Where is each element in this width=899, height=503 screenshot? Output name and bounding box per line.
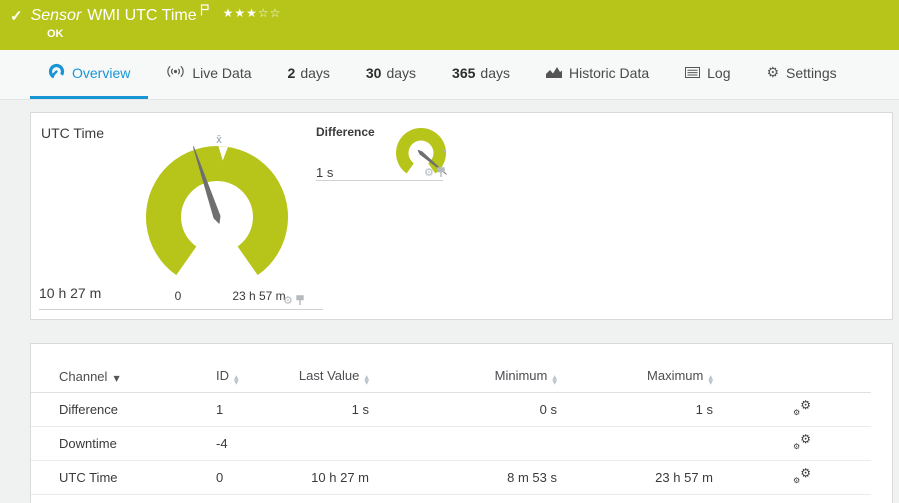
gauge-settings-gear-icon[interactable]: ⚙ [424,166,434,179]
column-header-actions [733,344,871,393]
cell-last-value: 10 h 27 m [289,460,389,495]
column-header-last-value[interactable]: Last Value ▲ ▼ [289,344,389,393]
cell-channel: UTC Time [31,460,191,495]
tab-label: Log [707,65,731,81]
table-row[interactable]: Difference 1 1 s 0 s 1 s ⚙ ⚙ [31,392,871,427]
log-icon [685,65,701,81]
sensor-title: WMI UTC Time [87,7,197,24]
tab-label: days [300,65,330,81]
sort-icon: ▲ ▼ [708,374,713,386]
mean-dot [443,149,447,153]
gauge-title-difference: Difference [316,125,375,139]
cell-maximum [577,426,733,461]
gauge-pin-icon[interactable] [296,295,304,306]
tab-label: Overview [72,65,131,81]
tab-label: Historic Data [568,65,650,81]
column-label: Maximum [647,368,704,383]
column-header-id[interactable]: ID ▲ ▼ [191,344,289,393]
sort-icon: ▲ ▼ [234,374,239,386]
table-row[interactable]: UTC Time 0 10 h 27 m 8 m 53 s 23 h 57 m … [31,460,871,495]
sort-desc-icon: ▼ [113,374,120,383]
gauge-title-utc-time: UTC Time [41,125,104,141]
tab-number: 2 [287,65,296,81]
utc-time-scale-min: 0 [174,289,182,303]
tab-365-days[interactable]: 365 days [434,50,528,99]
tab-live-data[interactable]: Live Data [148,50,269,99]
channel-settings-icon[interactable]: ⚙ ⚙ [793,398,811,417]
cell-minimum [389,426,577,461]
cell-channel: Downtime [31,426,191,461]
column-header-maximum[interactable]: Maximum ▲ ▼ [577,344,733,393]
channels-table: Channel ▼ ID ▲ ▼ Last Value ▲ ▼ Minimum ▲ ▼ Max… [31,344,871,495]
gauge-divider [316,180,443,181]
tab-number: 30 [365,65,382,81]
gauge-settings-gear-icon[interactable]: ⚙ [283,294,293,307]
tab-30-days[interactable]: 30 days [348,50,434,99]
stars-filled: ★★★ [222,6,258,20]
gauge-arc [146,145,288,276]
overview-gauges-panel: UTC Time x̄ 10 h 27 m 0 23 h 57 m ⚙ Diff… [30,112,893,320]
channel-settings-icon[interactable]: ⚙ ⚙ [793,466,811,485]
tab-label: days [480,65,510,81]
flag-icon[interactable] [200,3,209,21]
cell-last-value: 1 s [289,392,389,427]
cell-minimum: 0 s [389,392,577,427]
column-label: Minimum [494,368,548,383]
sort-icon: ▲ ▼ [364,374,369,386]
cell-id: -4 [191,426,289,461]
cell-last-value [289,426,389,461]
channel-settings-icon[interactable]: ⚙ ⚙ [793,432,811,451]
channels-table-panel: Channel ▼ ID ▲ ▼ Last Value ▲ ▼ Minimum ▲ ▼ Max… [30,343,893,503]
cell-maximum: 23 h 57 m [577,460,733,495]
tab-label: Settings [786,65,837,81]
tab-overview[interactable]: Overview [30,50,149,99]
area-chart-icon [545,65,562,81]
tab-2-days[interactable]: 2 days [270,50,348,99]
sensor-type-label: Sensor [30,7,82,24]
gauge-pin-icon[interactable] [437,167,445,178]
ok-check-icon: ✓ [10,8,23,25]
tab-log[interactable]: Log [667,50,748,99]
tab-label: days [386,65,417,81]
gauge-divider [39,309,323,310]
gauge-needle [193,146,221,224]
column-label: Last Value [298,368,360,383]
gauge-icon [48,63,65,83]
tab-label: Live Data [192,65,252,81]
tab-settings[interactable]: ⚙ Settings [748,50,854,99]
cell-maximum: 1 s [577,392,733,427]
column-header-minimum[interactable]: Minimum ▲ ▼ [389,344,577,393]
cell-id: 0 [191,460,289,495]
column-header-channel[interactable]: Channel ▼ [31,344,191,393]
cell-minimum: 8 m 53 s [389,460,577,495]
stars-empty: ☆☆ [257,6,282,20]
sort-icon: ▲ ▼ [552,374,557,386]
difference-current-value: 1 s [316,165,334,180]
status-badge: OK [47,28,64,40]
column-label: ID [216,368,229,383]
tab-number: 365 [452,65,476,81]
priority-stars[interactable]: ★★★☆☆ [223,6,282,20]
cell-id: 1 [191,392,289,427]
broadcast-icon [166,65,185,81]
table-row[interactable]: Downtime -4 ⚙ ⚙ [31,426,871,461]
mean-notch [218,146,228,161]
utc-time-scale-max: 23 h 57 m [232,289,286,303]
cell-channel: Difference [31,392,191,427]
gear-icon: ⚙ [766,65,780,81]
mean-marker-label: x̄ [216,134,222,146]
tab-bar: Overview Live Data 2 days 30 days 365 da… [0,50,899,100]
sensor-status-header: ✓ Sensor WMI UTC Time ★★★☆☆ OK [0,0,899,50]
utc-time-current-value: 10 h 27 m [39,285,102,301]
utc-time-gauge: x̄ [146,134,288,276]
table-header-row: Channel ▼ ID ▲ ▼ Last Value ▲ ▼ Minimum ▲ ▼ Max… [31,344,871,393]
tab-historic-data[interactable]: Historic Data [528,50,667,99]
column-label: Channel [59,369,108,384]
